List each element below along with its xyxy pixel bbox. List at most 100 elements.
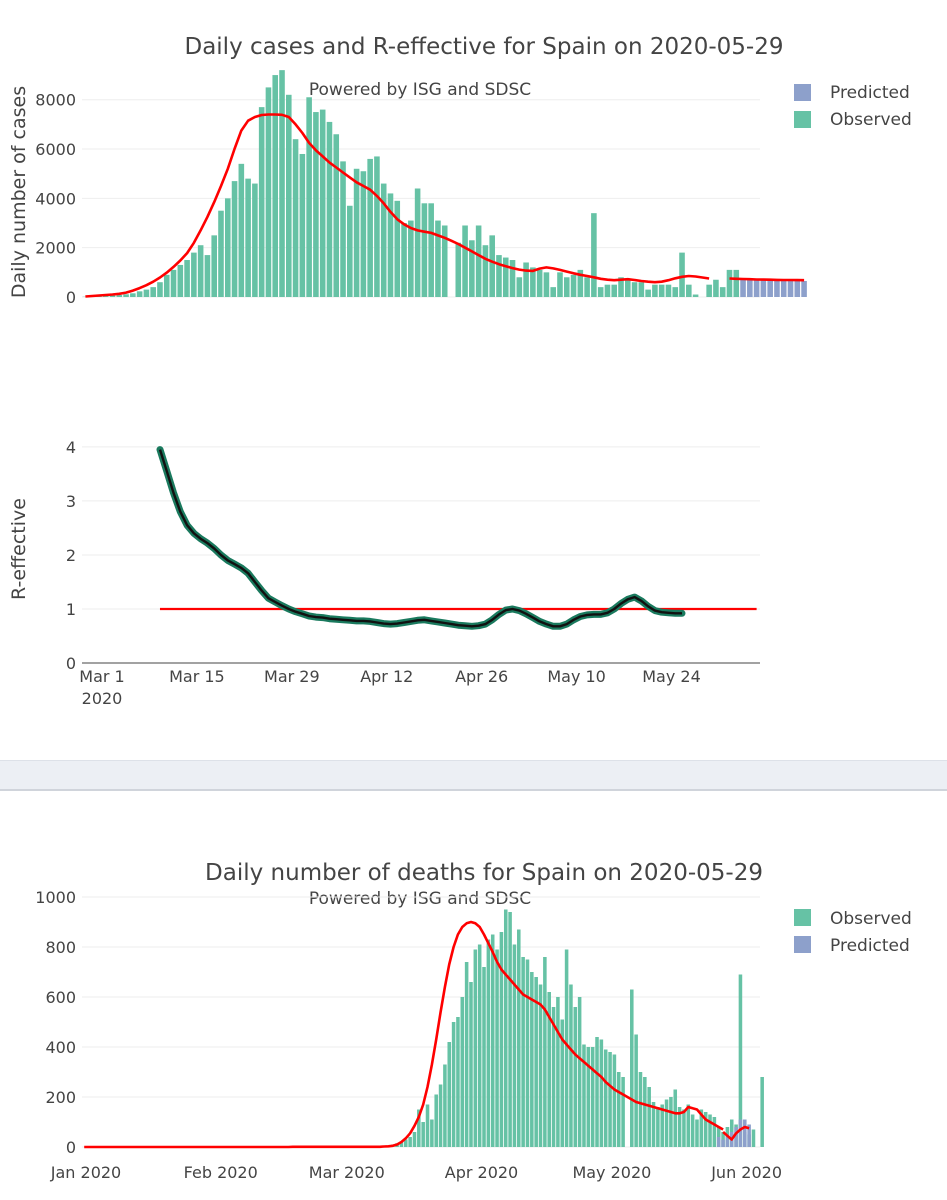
cases-legend[interactable]: Predicted Observed [794,83,912,130]
deaths-observed-bar [508,912,512,1147]
cases-reff-panel: Daily cases and R-effective for Spain on… [8,34,912,708]
legend-swatch-observed[interactable] [794,909,811,926]
cases-observed-bar [184,260,190,297]
cases-observed-bar [204,255,211,297]
deaths-observed-bar [412,1132,417,1147]
deaths-observed-bar [573,1007,578,1147]
cases-chart-title: Daily cases and R-effective for Spain on… [184,34,783,60]
cases-observed-bar [692,294,699,297]
cases-gridlines [82,99,760,298]
reff-y-tick: 0 [66,654,76,673]
legend-label-predicted[interactable]: Predicted [830,83,910,103]
cases-y-axis-label: Daily number of cases [8,86,30,298]
deaths-legend[interactable]: Observed Predicted [794,909,912,956]
deaths-observed-bar [621,1077,625,1147]
deaths-observed-bar [612,1054,617,1147]
legend-swatch-predicted[interactable] [794,936,811,953]
deaths-observed-bar [560,1019,565,1147]
cases-observed-bar [394,200,401,297]
cases-observed-bar [530,267,536,297]
legend-swatch-observed[interactable] [794,111,811,128]
cases-observed-bar [455,242,462,297]
cases-observed-bar [136,291,143,297]
deaths-observed-bar [447,1042,452,1147]
cases-observed-bar [557,272,563,297]
cases-observed-bar [272,75,279,298]
cases-observed-bar [509,260,516,297]
deaths-x-tick: Jun 2020 [710,1163,782,1182]
legend-label-observed[interactable]: Observed [830,110,912,130]
cases-smoothed-segment [85,113,710,298]
deaths-observed-bar [543,957,547,1147]
cases-predicted-bar [780,279,787,297]
cases-observed-bar [313,112,319,297]
cases-observed-bar [265,87,272,297]
cases-observed-bar [733,269,740,297]
cases-observed-bar [279,70,285,298]
cases-observed-bar [252,183,258,297]
cases-observed-bar [618,277,624,297]
deaths-observed-bar [699,1109,704,1147]
cases-observed-bar [374,156,380,297]
deaths-smoothed-segment [722,1125,750,1141]
cases-observed-bar [672,287,679,297]
reff-x-tick: Mar 15 [169,667,225,686]
cases-observed-bar [157,282,163,297]
cases-predicted-bars [740,279,807,297]
reff-curve [156,446,686,630]
cases-smoothed-curve [85,113,805,298]
cases-observed-bar [631,282,638,297]
deaths-observed-bar [586,1047,591,1147]
deaths-x-tick: Feb 2020 [184,1163,258,1182]
deaths-observed-bar [660,1104,664,1147]
cases-smoothed-segment [729,277,805,282]
deaths-observed-bar [751,1129,756,1147]
cases-observed-bar [130,293,136,297]
deaths-observed-bar [486,939,491,1147]
cases-observed-bar [109,295,116,297]
deaths-observed-bar [651,1102,656,1147]
cases-observed-bar [299,153,306,297]
cases-observed-bar [638,282,645,297]
deaths-y-tick: 400 [45,1038,76,1057]
deaths-x-tick: Apr 2020 [445,1163,518,1182]
deaths-y-tick: 800 [45,938,76,957]
reff-x-tick: May 24 [642,667,701,686]
legend-swatch-predicted[interactable] [794,84,811,101]
cases-predicted-bar [747,279,753,297]
deaths-predicted-bar [734,1127,738,1147]
deaths-observed-bar [547,992,551,1147]
cases-observed-bar [367,158,373,297]
deaths-observed-bar [695,1119,699,1147]
deaths-observed-bar [512,944,517,1147]
deaths-observed-bar [464,962,469,1147]
cases-observed-bar [604,284,611,297]
legend-label-observed[interactable]: Observed [830,909,912,929]
legend-label-predicted[interactable]: Predicted [830,936,910,956]
deaths-y-tick: 200 [45,1088,76,1107]
deaths-observed-bar [456,1017,460,1147]
deaths-observed-bar [595,1037,599,1147]
deaths-observed-bar [630,989,634,1147]
cases-observed-bar [401,223,407,297]
deaths-observed-bar [703,1112,708,1147]
deaths-observed-bar [638,1072,643,1147]
deaths-observed-bar [477,944,482,1147]
deaths-chart-title: Daily number of deaths for Spain on 2020… [205,860,763,886]
cases-observed-bar [482,245,489,297]
deaths-observed-bar [712,1117,717,1147]
deaths-observed-bar [577,997,582,1147]
cases-observed-bar [652,284,658,297]
deaths-observed-bar [656,1107,660,1147]
cases-observed-bar [686,284,692,297]
cases-observed-bar [489,235,495,297]
deaths-observed-bar [686,1104,691,1147]
panel-divider [0,760,947,791]
deaths-observed-bar [682,1109,686,1147]
deaths-smoothed-curve [84,920,750,1149]
deaths-y-tick-labels: 0 200 400 600 800 1000 [35,888,76,1157]
cases-observed-bar [380,183,387,297]
cases-observed-bar [475,225,482,297]
deaths-y-tick: 0 [66,1138,76,1157]
cases-predicted-bar [760,279,767,297]
